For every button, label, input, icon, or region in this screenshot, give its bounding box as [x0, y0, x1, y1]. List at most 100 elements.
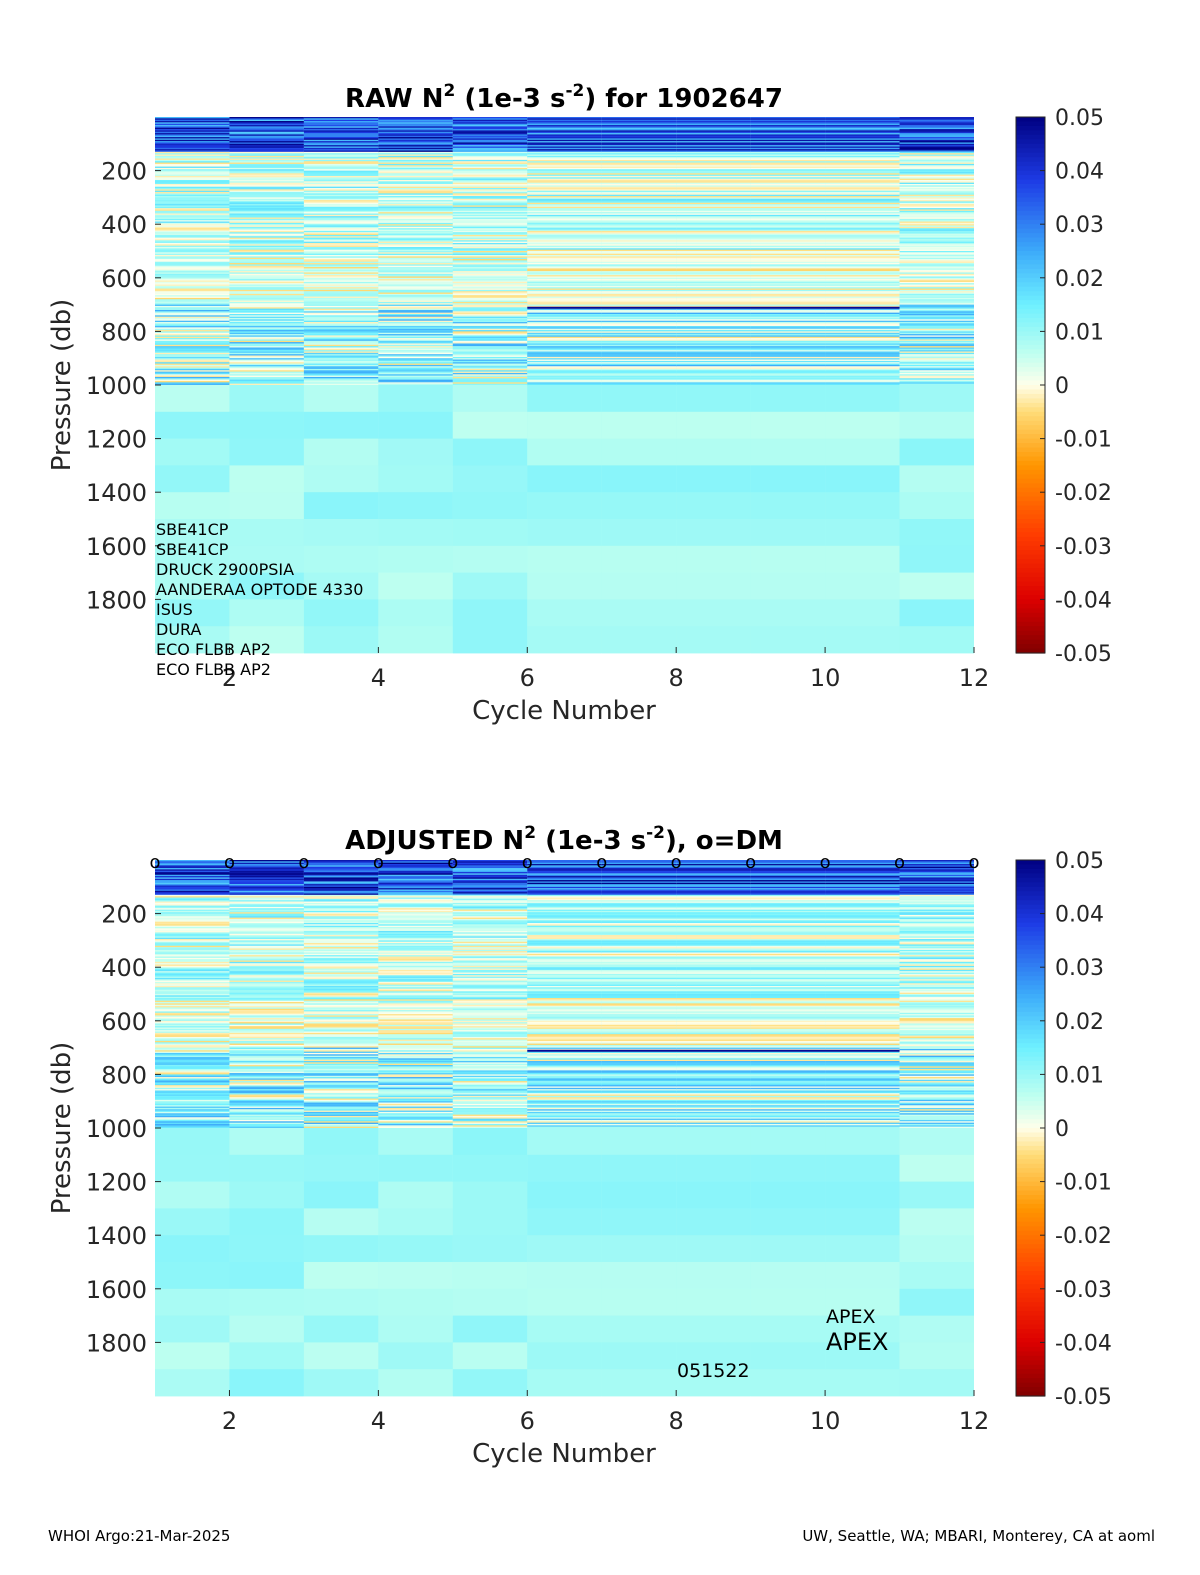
- heatmap-cell: [601, 236, 677, 238]
- heatmap-cell: [899, 138, 974, 141]
- heatmap-cell: [527, 196, 602, 198]
- heatmap-cell: [601, 1094, 677, 1097]
- heatmap-cell: [676, 972, 751, 975]
- heatmap-cell: [452, 1091, 528, 1094]
- heatmap-cell: [303, 259, 379, 261]
- heatmap-cell: [750, 874, 826, 877]
- heatmap-cell: [303, 976, 379, 979]
- heatmap-cell: [825, 1069, 900, 1071]
- heatmap-cell: [378, 238, 453, 241]
- heatmap-cell: [899, 991, 974, 994]
- heatmap-cell: [825, 208, 900, 210]
- heatmap-cell: [825, 943, 900, 945]
- heatmap-cell: [899, 313, 974, 316]
- heatmap-cell: [899, 865, 974, 868]
- heatmap-cell: [155, 332, 230, 335]
- heatmap-cell: [601, 154, 677, 157]
- heatmap-cell: [303, 1036, 379, 1039]
- colorbar-segment: [1016, 514, 1045, 520]
- heatmap-cell: [452, 860, 528, 862]
- heatmap-cell: [378, 375, 453, 378]
- heatmap-cell: [452, 1044, 528, 1047]
- heatmap-cell: [452, 126, 528, 129]
- heatmap-cell: [676, 1011, 751, 1014]
- heatmap-cell: [825, 870, 900, 873]
- heatmap-cell: [750, 988, 826, 991]
- heatmap-cell: [899, 1235, 974, 1263]
- heatmap-cell: [899, 885, 974, 888]
- heatmap-cell: [825, 1097, 900, 1099]
- heatmap-cell: [899, 371, 974, 374]
- heatmap-cell: [378, 1121, 453, 1124]
- colorbar-segment: [1016, 1020, 1045, 1026]
- heatmap-cell: [527, 241, 602, 244]
- heatmap-cell: [601, 350, 677, 352]
- heatmap-cell: [676, 346, 751, 348]
- heatmap-cell: [676, 955, 751, 957]
- heatmap-cell: [303, 118, 379, 121]
- heatmap-cell: [825, 360, 900, 363]
- heatmap-cell: [601, 937, 677, 940]
- heatmap-cell: [899, 868, 974, 870]
- heatmap-cell: [750, 1038, 826, 1040]
- heatmap-cell: [378, 933, 453, 936]
- heatmap-cell: [601, 352, 677, 355]
- heatmap-cell: [750, 375, 826, 378]
- heatmap-cell: [155, 356, 230, 359]
- heatmap-cell: [452, 971, 528, 973]
- heatmap-cell: [303, 995, 379, 998]
- heatmap-cell: [676, 137, 751, 139]
- heatmap-cell: [601, 870, 677, 873]
- heatmap-cell: [601, 599, 677, 627]
- heatmap-cell: [825, 952, 900, 955]
- heatmap-cell: [750, 1022, 826, 1024]
- heatmap-cell: [229, 1115, 304, 1118]
- heatmap-cell: [229, 1067, 304, 1070]
- heatmap-cell: [601, 135, 677, 138]
- heatmap-cell: [750, 1086, 826, 1089]
- heatmap-cell: [155, 572, 230, 600]
- colorbar-segment: [1016, 492, 1045, 498]
- colorbar-segment: [1016, 438, 1045, 444]
- heatmap-cell: [601, 1019, 677, 1022]
- heatmap-cell: [155, 121, 230, 123]
- heatmap-cell: [303, 1106, 379, 1109]
- heatmap-cell: [750, 1040, 826, 1043]
- heatmap-cell: [601, 280, 677, 283]
- heatmap-cell: [303, 319, 379, 322]
- heatmap-cell: [303, 171, 379, 174]
- heatmap-cell: [676, 141, 751, 143]
- heatmap-cell: [750, 367, 826, 370]
- heatmap-cell: [750, 944, 826, 947]
- heatmap-cell: [229, 1047, 304, 1050]
- heatmap-cell: [303, 877, 379, 880]
- heatmap-cell: [527, 244, 602, 247]
- heatmap-cell: [303, 1081, 379, 1083]
- heatmap-cell: [825, 194, 900, 197]
- heatmap-cell: [155, 1018, 230, 1020]
- heatmap-cell: [303, 1235, 379, 1263]
- colorbar-segment: [1016, 175, 1045, 181]
- heatmap-cell: [378, 378, 453, 381]
- heatmap-cell: [527, 123, 602, 126]
- heatmap-cell: [527, 983, 602, 986]
- heatmap-cell: [229, 249, 304, 252]
- heatmap-cell: [825, 154, 900, 157]
- heatmap-cell: [378, 1062, 453, 1065]
- heatmap-cell: [750, 1106, 826, 1109]
- heatmap-cell: [899, 296, 974, 299]
- heatmap-cell: [452, 378, 528, 381]
- colorbar-segment: [1016, 313, 1045, 319]
- heatmap-cell: [825, 1122, 900, 1125]
- heatmap-cell: [155, 157, 230, 159]
- heatmap-cell: [527, 1128, 602, 1156]
- heatmap-cell: [750, 1085, 826, 1087]
- heatmap-cell: [899, 1004, 974, 1007]
- heatmap-cell: [676, 159, 751, 162]
- heatmap-cell: [155, 138, 230, 141]
- heatmap-cell: [601, 313, 677, 316]
- heatmap-cell: [155, 129, 230, 131]
- heatmap-cell: [378, 304, 453, 307]
- heatmap-cell: [750, 1094, 826, 1097]
- heatmap-cell: [527, 350, 602, 352]
